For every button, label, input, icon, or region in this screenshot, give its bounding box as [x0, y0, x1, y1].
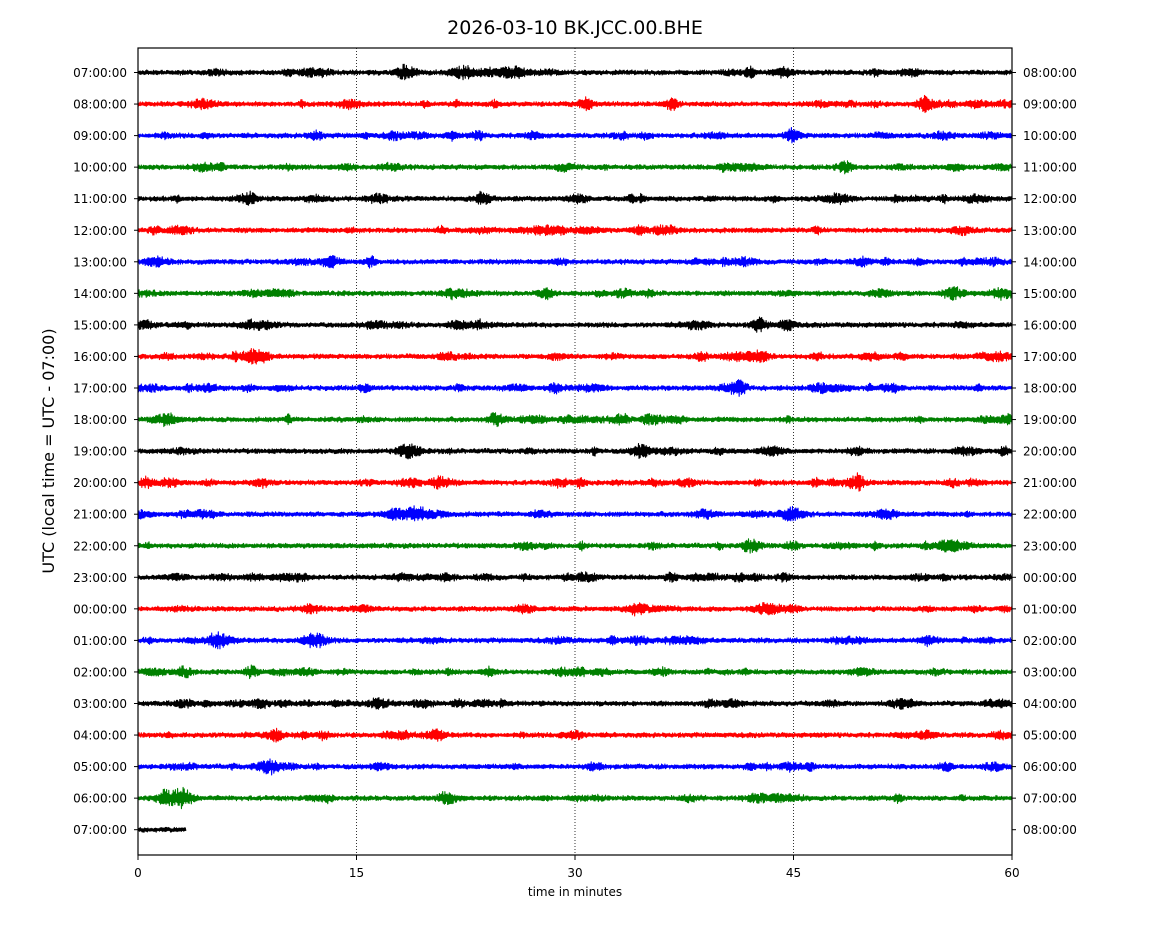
chart-title: 2026-03-10 BK.JCC.00.BHE — [447, 17, 703, 39]
trace-row-11 — [137, 412, 1013, 428]
trace-row-15 — [137, 538, 1013, 554]
right-tick-label-17: 01:00:00 — [1023, 602, 1077, 616]
left-tick-label-23: 06:00:00 — [73, 792, 127, 806]
right-axis: 08:00:00 09:00:00 10:00:00 11:00:00 12:00:00… — [1012, 66, 1077, 837]
left-tick-label-17: 00:00:00 — [73, 602, 127, 616]
left-axis: 07:00:00 08:00:00 09:00:00 10:00:00 11:00:00… — [73, 66, 138, 837]
traces — [137, 63, 1013, 833]
left-tick-label-22: 05:00:00 — [73, 760, 127, 774]
trace-row-7 — [137, 286, 1013, 301]
left-tick-label-15: 22:00:00 — [73, 539, 127, 553]
right-tick-label-16: 00:00:00 — [1023, 571, 1077, 585]
left-tick-label-21: 04:00:00 — [73, 729, 127, 743]
right-tick-label-7: 15:00:00 — [1023, 287, 1077, 301]
left-tick-label-7: 14:00:00 — [73, 287, 127, 301]
right-tick-label-2: 10:00:00 — [1023, 129, 1077, 143]
trace-row-1 — [137, 94, 1013, 114]
trace-row-12 — [137, 442, 1013, 460]
left-tick-label-14: 21:00:00 — [73, 508, 127, 522]
left-tick-label-18: 01:00:00 — [73, 634, 127, 648]
trace-row-14 — [137, 505, 1013, 522]
left-tick-label-0: 07:00:00 — [73, 66, 127, 80]
x-tick-label-3: 45 — [786, 866, 801, 880]
left-tick-label-10: 17:00:00 — [73, 382, 127, 396]
trace-row-16 — [137, 571, 1013, 583]
trace-row-23 — [137, 786, 1013, 810]
right-tick-label-23: 07:00:00 — [1023, 792, 1077, 806]
trace-row-3 — [137, 160, 1013, 175]
x-tick-label-2: 30 — [567, 866, 582, 880]
trace-row-20 — [137, 696, 1013, 710]
right-tick-label-5: 13:00:00 — [1023, 224, 1077, 238]
trace-row-6 — [137, 255, 1013, 269]
left-tick-label-19: 02:00:00 — [73, 665, 127, 679]
left-tick-label-9: 16:00:00 — [73, 350, 127, 364]
x-axis: 0 15 30 45 60 — [134, 855, 1020, 880]
trace-row-8 — [137, 316, 1013, 333]
left-tick-label-1: 08:00:00 — [73, 98, 127, 112]
right-tick-label-3: 11:00:00 — [1023, 161, 1077, 175]
left-tick-label-2: 09:00:00 — [73, 129, 127, 143]
trace-row-19 — [137, 664, 1013, 680]
right-tick-label-11: 19:00:00 — [1023, 413, 1077, 427]
right-tick-label-1: 09:00:00 — [1023, 98, 1077, 112]
right-tick-label-6: 14:00:00 — [1023, 255, 1077, 269]
trace-row-21 — [137, 727, 1013, 743]
trace-row-2 — [137, 127, 1013, 144]
right-tick-label-20: 04:00:00 — [1023, 697, 1077, 711]
trace-row-5 — [137, 224, 1013, 237]
left-tick-label-4: 11:00:00 — [73, 192, 127, 206]
right-tick-label-12: 20:00:00 — [1023, 445, 1077, 459]
left-tick-label-6: 13:00:00 — [73, 255, 127, 269]
y-axis-label: UTC (local time = UTC - 07:00) — [39, 328, 58, 573]
right-tick-label-15: 23:00:00 — [1023, 539, 1077, 553]
left-tick-label-8: 15:00:00 — [73, 318, 127, 332]
trace-row-13 — [137, 472, 1013, 492]
trace-row-4 — [137, 190, 1013, 206]
trace-row-0 — [137, 63, 1013, 81]
right-tick-label-9: 17:00:00 — [1023, 350, 1077, 364]
trace-row-9 — [137, 348, 1013, 365]
x-tick-label-4: 60 — [1004, 866, 1019, 880]
right-tick-label-10: 18:00:00 — [1023, 382, 1077, 396]
left-tick-label-13: 20:00:00 — [73, 476, 127, 490]
right-tick-label-14: 22:00:00 — [1023, 508, 1077, 522]
x-axis-label: time in minutes — [528, 885, 622, 899]
right-tick-label-8: 16:00:00 — [1023, 318, 1077, 332]
right-tick-label-0: 08:00:00 — [1023, 66, 1077, 80]
right-tick-label-4: 12:00:00 — [1023, 192, 1077, 206]
left-tick-label-20: 03:00:00 — [73, 697, 127, 711]
trace-row-22 — [137, 758, 1013, 776]
left-tick-label-16: 23:00:00 — [73, 571, 127, 585]
right-tick-label-21: 05:00:00 — [1023, 729, 1077, 743]
right-tick-label-19: 03:00:00 — [1023, 665, 1077, 679]
trace-row-24 — [137, 826, 187, 833]
right-tick-label-13: 21:00:00 — [1023, 476, 1077, 490]
left-tick-label-11: 18:00:00 — [73, 413, 127, 427]
left-tick-label-5: 12:00:00 — [73, 224, 127, 238]
left-tick-label-3: 10:00:00 — [73, 161, 127, 175]
right-tick-label-24: 08:00:00 — [1023, 823, 1077, 837]
left-tick-label-24: 07:00:00 — [73, 823, 127, 837]
trace-row-18 — [137, 631, 1013, 650]
left-tick-label-12: 19:00:00 — [73, 445, 127, 459]
trace-row-10 — [137, 379, 1013, 397]
trace-row-17 — [137, 602, 1013, 617]
right-tick-label-22: 06:00:00 — [1023, 760, 1077, 774]
x-tick-label-1: 15 — [349, 866, 364, 880]
right-tick-label-18: 02:00:00 — [1023, 634, 1077, 648]
x-tick-label-0: 0 — [134, 866, 142, 880]
gridlines — [356, 48, 794, 855]
